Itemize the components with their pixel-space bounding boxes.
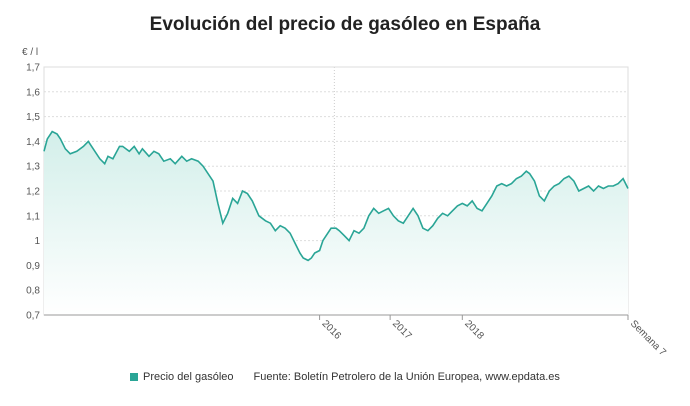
legend: Precio del gasóleo Fuente: Boletín Petro… <box>130 371 560 383</box>
y-tick-label: 1,7 <box>26 63 40 74</box>
source-note: Fuente: Boletín Petrolero de la Unión Eu… <box>253 371 560 383</box>
y-tick-label: 1,4 <box>26 137 40 148</box>
chart-title: Evolución del precio de gasóleo en Españ… <box>149 14 541 35</box>
legend-swatch <box>130 373 138 381</box>
y-axis-unit-label: € / l <box>22 47 38 58</box>
y-tick-label: 1,6 <box>26 87 40 98</box>
y-tick-label: 1,5 <box>26 112 40 123</box>
price-line <box>43 130 629 262</box>
x-tick-label: Semana 7 <box>628 318 668 358</box>
y-tick-label: 0,7 <box>26 311 40 322</box>
x-axis: 2016 2017 2018 Semana 7 <box>44 314 668 359</box>
x-tick-label: 2016 <box>319 318 343 342</box>
price-area-fill <box>44 131 628 315</box>
legend-series-label: Precio del gasóleo <box>143 371 234 383</box>
y-tick-label: 1,3 <box>26 162 40 173</box>
x-tick-label: 2018 <box>462 318 486 342</box>
x-tick-label: 2017 <box>390 318 414 342</box>
y-axis: 0,7 0,8 0,9 1 1,1 1,2 1,3 1,4 1,5 1,6 1,7 <box>26 63 40 322</box>
y-tick-label: 1 <box>34 236 40 247</box>
y-tick-label: 1,1 <box>26 211 40 222</box>
y-tick-label: 0,8 <box>26 286 40 297</box>
y-tick-label: 0,9 <box>26 261 40 272</box>
y-tick-label: 1,2 <box>26 187 40 198</box>
